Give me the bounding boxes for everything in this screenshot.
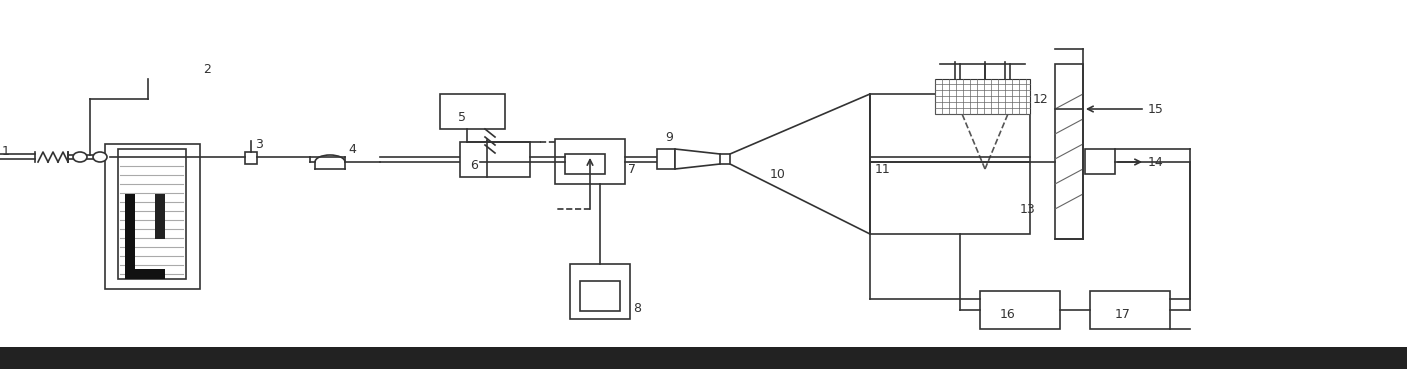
- Text: 9: 9: [666, 131, 673, 144]
- Bar: [1085, 149, 1114, 174]
- Text: 16: 16: [1000, 307, 1016, 321]
- Text: 10: 10: [770, 168, 787, 180]
- Bar: [981, 291, 1059, 329]
- Text: 2: 2: [203, 62, 211, 76]
- Bar: [870, 94, 1030, 234]
- Text: 6: 6: [470, 159, 478, 172]
- Bar: [570, 264, 630, 319]
- Bar: [936, 79, 1030, 114]
- Bar: [1055, 64, 1083, 239]
- Polygon shape: [730, 94, 870, 234]
- Bar: [0, 347, 1407, 369]
- Polygon shape: [675, 149, 720, 169]
- Ellipse shape: [73, 152, 87, 162]
- Ellipse shape: [93, 152, 107, 162]
- Bar: [125, 269, 165, 279]
- Text: 13: 13: [1020, 203, 1036, 215]
- Text: 12: 12: [1033, 93, 1048, 106]
- Text: 14: 14: [1148, 155, 1164, 169]
- Text: 3: 3: [255, 138, 263, 151]
- Bar: [155, 194, 165, 239]
- Bar: [460, 142, 530, 177]
- Bar: [554, 139, 625, 184]
- Bar: [245, 152, 257, 164]
- Bar: [125, 194, 135, 279]
- Text: 8: 8: [633, 303, 642, 315]
- Bar: [106, 144, 200, 289]
- Text: 17: 17: [1114, 307, 1131, 321]
- Bar: [440, 94, 505, 129]
- Bar: [118, 149, 186, 279]
- Text: 11: 11: [875, 162, 891, 176]
- Bar: [657, 149, 675, 169]
- Text: 1: 1: [1, 145, 10, 158]
- Text: 15: 15: [1148, 103, 1164, 115]
- Text: 7: 7: [628, 162, 636, 176]
- Text: 5: 5: [459, 110, 466, 124]
- Bar: [566, 154, 605, 174]
- Text: 4: 4: [348, 142, 356, 155]
- Bar: [580, 281, 620, 311]
- Bar: [1090, 291, 1171, 329]
